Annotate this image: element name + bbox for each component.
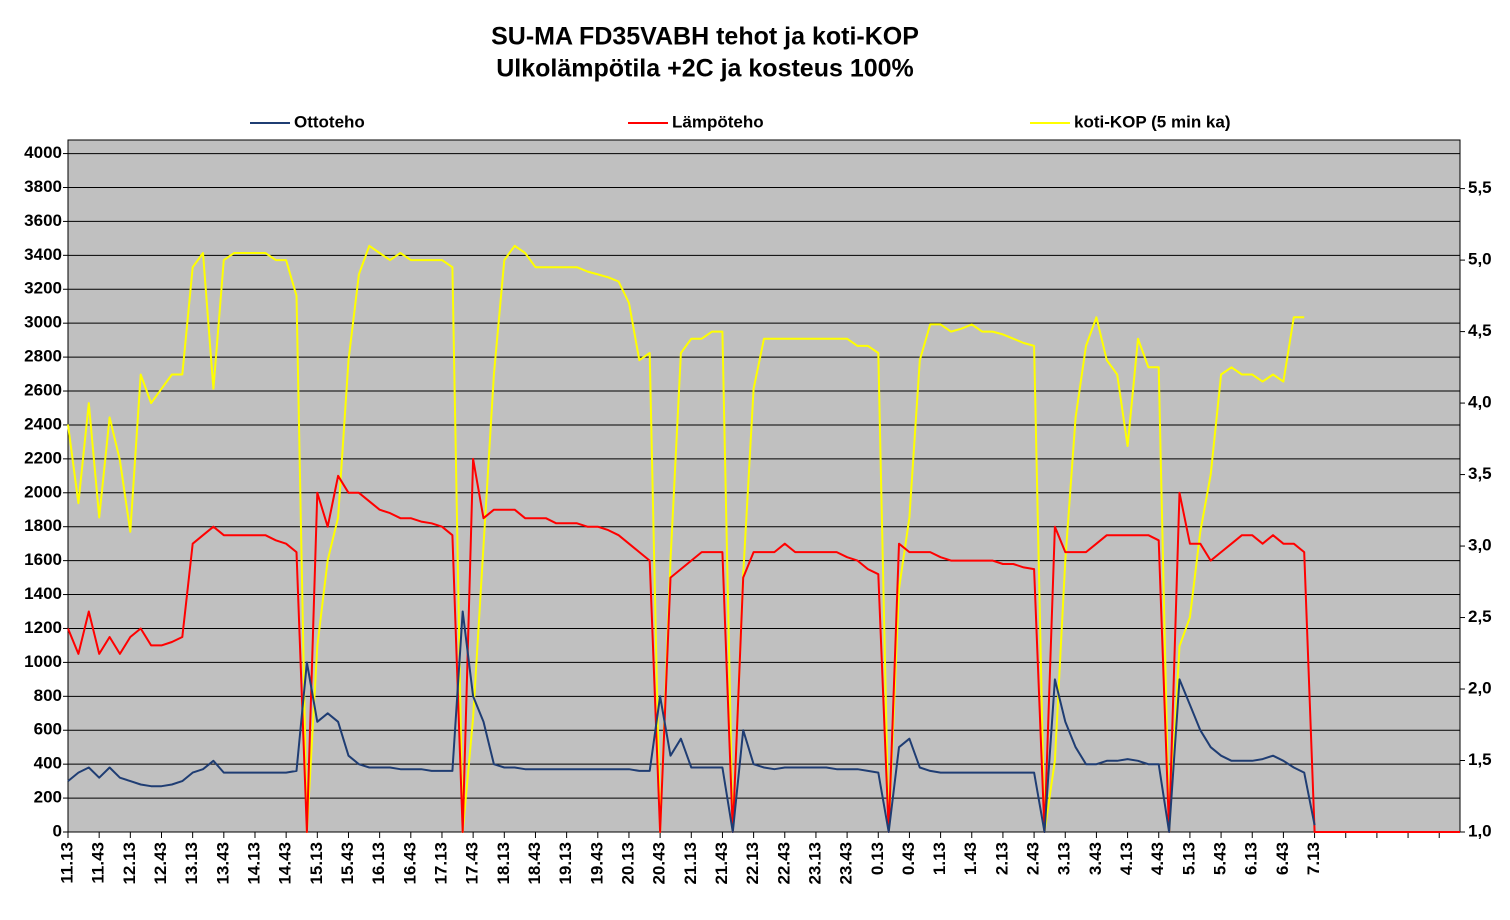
x-tick-label: 23.13 [805, 842, 824, 885]
x-tick-label: 6.43 [1273, 842, 1292, 875]
y-tick-label: 2600 [24, 381, 62, 400]
x-tick-label: 7.13 [1304, 842, 1323, 875]
x-tick-label: 22.13 [743, 842, 762, 885]
series-line [67, 610, 1316, 833]
series-line [67, 457, 1460, 833]
y-tick-label: 400 [34, 754, 62, 773]
x-tick-label: 2.43 [1024, 842, 1043, 875]
y2-tick-label: 4,0 [1468, 393, 1492, 412]
x-tick-label: 14.43 [276, 842, 295, 885]
y2-tick-label: 1,0 [1468, 821, 1492, 840]
plot-area [67, 139, 1461, 833]
x-tick-label: 12.43 [151, 842, 170, 885]
x-tick-label: 20.13 [618, 842, 637, 885]
x-tick-label: 23.43 [837, 842, 856, 885]
x-tick-label: 11.43 [89, 842, 108, 884]
y-tick-label: 3200 [24, 279, 62, 298]
y-tick-label: 3000 [24, 313, 62, 332]
chart-title: SU-MA FD35VABH tehot ja koti-KOP [491, 23, 919, 51]
y-tick-label: 4000 [24, 143, 62, 162]
y-tick-label: 1600 [24, 550, 62, 569]
x-tick-label: 22.43 [774, 842, 793, 885]
x-tick-label: 0.43 [899, 842, 918, 875]
y2-tick-label: 3,0 [1468, 536, 1492, 555]
x-tick-label: 12.13 [120, 842, 139, 885]
x-tick-label: 4.13 [1117, 842, 1136, 875]
x-tick-label: 11.13 [57, 842, 76, 884]
x-tick-label: 17.43 [463, 842, 482, 885]
y-tick-label: 1000 [24, 652, 62, 671]
y-tick-label: 3800 [24, 177, 62, 196]
x-tick-label: 1.13 [930, 842, 949, 875]
x-tick-label: 18.13 [494, 842, 513, 885]
x-tick-label: 0.13 [868, 842, 887, 875]
y-tick-label: 800 [34, 686, 62, 705]
x-tick-label: 2.13 [992, 842, 1011, 875]
y2-tick-label: 2,0 [1468, 679, 1492, 698]
x-tick-label: 15.43 [338, 842, 357, 885]
y2-tick-label: 4,5 [1468, 321, 1492, 340]
y-tick-label: 600 [34, 720, 62, 739]
x-tick-label: 18.43 [525, 842, 544, 885]
y-tick-label: 1800 [24, 516, 62, 535]
y-tick-label: 1200 [24, 618, 62, 637]
x-tick-label: 16.13 [369, 842, 388, 885]
x-tick-label: 3.13 [1055, 842, 1074, 875]
legend-label: Lämpöteho [672, 112, 764, 131]
y2-tick-label: 1,5 [1468, 750, 1492, 769]
y-tick-label: 1400 [24, 584, 62, 603]
series-line [67, 244, 1305, 833]
x-tick-label: 13.13 [182, 842, 201, 885]
x-tick-label: 19.13 [556, 842, 575, 885]
y-tick-label: 2400 [24, 414, 62, 433]
y-tick-label: 200 [34, 788, 62, 807]
legend-label: koti-KOP (5 min ka) [1074, 112, 1231, 131]
legend-label: Ottoteho [294, 112, 365, 131]
y2-tick-label: 2,5 [1468, 607, 1492, 626]
y2-tick-label: 3,5 [1468, 464, 1492, 483]
x-tick-label: 21.43 [712, 842, 731, 885]
x-tick-label: 4.43 [1148, 842, 1167, 875]
x-tick-label: 16.43 [400, 842, 419, 885]
x-tick-label: 17.13 [431, 842, 450, 885]
y2-tick-label: 5,0 [1468, 250, 1492, 269]
y-tick-label: 2800 [24, 347, 62, 366]
y-tick-label: 3600 [24, 211, 62, 230]
x-tick-label: 6.13 [1242, 842, 1261, 875]
y-tick-label: 2200 [24, 448, 62, 467]
x-tick-label: 13.43 [213, 842, 232, 885]
x-tick-label: 19.43 [587, 842, 606, 885]
x-tick-label: 20.43 [650, 842, 669, 885]
chart-subtitle: Ulkolämpötila +2C ja kosteus 100% [496, 55, 914, 83]
y-tick-label: 2000 [24, 482, 62, 501]
y-tick-label: 0 [53, 821, 62, 840]
x-tick-label: 5.13 [1179, 842, 1198, 875]
x-tick-label: 1.43 [961, 842, 980, 875]
x-tick-label: 21.13 [681, 842, 700, 885]
x-tick-label: 15.13 [307, 842, 326, 885]
x-tick-label: 3.43 [1086, 842, 1105, 875]
y2-tick-label: 5,5 [1468, 178, 1492, 197]
x-tick-label: 14.13 [244, 842, 263, 885]
x-tick-label: 5.43 [1211, 842, 1230, 875]
y-tick-label: 3400 [24, 245, 62, 264]
